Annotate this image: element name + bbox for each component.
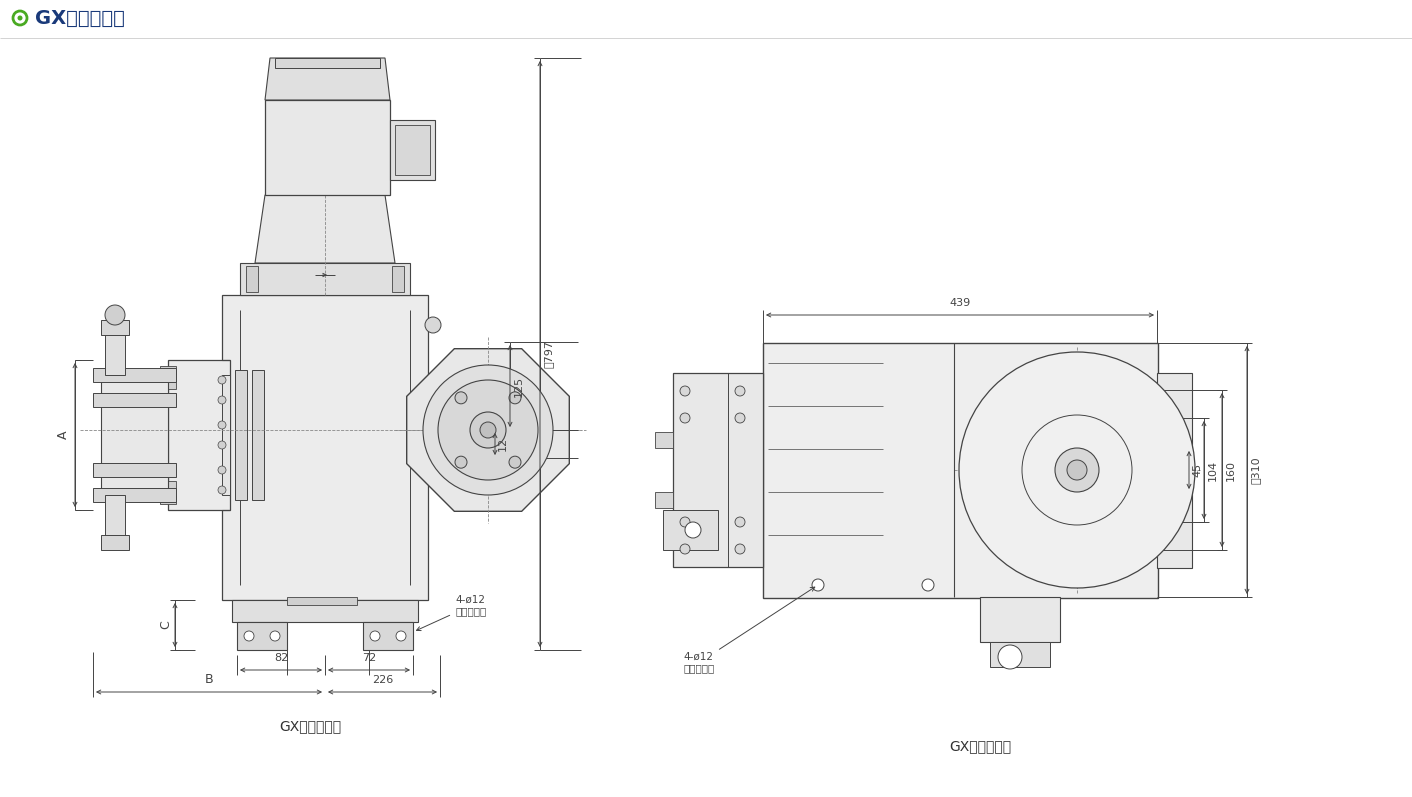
Circle shape bbox=[217, 421, 226, 429]
Circle shape bbox=[244, 631, 254, 641]
Circle shape bbox=[480, 422, 496, 438]
Text: 45: 45 bbox=[1192, 463, 1202, 477]
Circle shape bbox=[508, 456, 521, 468]
Bar bbox=[168, 360, 230, 510]
Text: 104: 104 bbox=[1209, 459, 1219, 481]
Circle shape bbox=[736, 413, 746, 423]
Bar bbox=[674, 373, 762, 567]
Text: 12: 12 bbox=[498, 437, 508, 451]
Text: 糾310: 糾310 bbox=[1251, 456, 1261, 484]
Bar bbox=[102, 375, 168, 495]
Bar bbox=[395, 125, 431, 175]
Circle shape bbox=[455, 392, 467, 404]
Circle shape bbox=[217, 376, 226, 384]
Polygon shape bbox=[265, 58, 390, 100]
Bar bbox=[232, 600, 418, 622]
Circle shape bbox=[736, 544, 746, 554]
Circle shape bbox=[685, 522, 700, 538]
Bar bbox=[222, 295, 428, 600]
Bar bbox=[102, 320, 128, 335]
Bar bbox=[102, 535, 128, 550]
Polygon shape bbox=[407, 349, 569, 512]
Text: C: C bbox=[160, 621, 172, 630]
Circle shape bbox=[425, 317, 441, 333]
Text: 226: 226 bbox=[371, 675, 393, 685]
Circle shape bbox=[17, 15, 23, 21]
Bar bbox=[104, 330, 126, 375]
Circle shape bbox=[736, 386, 746, 396]
Bar bbox=[93, 393, 176, 407]
Circle shape bbox=[681, 386, 690, 396]
Bar bbox=[980, 597, 1060, 642]
Bar bbox=[251, 370, 264, 500]
Circle shape bbox=[736, 517, 746, 527]
Bar bbox=[275, 58, 380, 68]
Text: B: B bbox=[205, 673, 213, 686]
Bar bbox=[265, 100, 390, 195]
Circle shape bbox=[270, 631, 280, 641]
Bar bbox=[160, 496, 176, 504]
Bar bbox=[222, 375, 230, 495]
Text: A: A bbox=[56, 430, 71, 439]
Text: 72: 72 bbox=[361, 653, 376, 663]
Bar bbox=[93, 463, 176, 477]
Circle shape bbox=[470, 412, 505, 448]
Circle shape bbox=[681, 544, 690, 554]
Circle shape bbox=[217, 441, 226, 449]
Circle shape bbox=[681, 413, 690, 423]
Bar bbox=[160, 481, 176, 489]
Circle shape bbox=[455, 456, 467, 468]
Circle shape bbox=[1055, 448, 1099, 492]
Polygon shape bbox=[256, 195, 395, 263]
Text: 160: 160 bbox=[1226, 460, 1236, 481]
Bar bbox=[104, 495, 126, 540]
Circle shape bbox=[370, 631, 380, 641]
Circle shape bbox=[217, 486, 226, 494]
Bar bbox=[246, 266, 258, 292]
Circle shape bbox=[438, 380, 538, 480]
Circle shape bbox=[104, 305, 126, 325]
Circle shape bbox=[1067, 460, 1087, 480]
Circle shape bbox=[217, 396, 226, 404]
Circle shape bbox=[922, 579, 933, 591]
Bar bbox=[363, 622, 412, 650]
Bar bbox=[93, 488, 176, 502]
Bar bbox=[160, 366, 176, 374]
Text: 439: 439 bbox=[949, 298, 970, 308]
Text: 82: 82 bbox=[274, 653, 288, 663]
Bar bbox=[160, 381, 176, 389]
Circle shape bbox=[959, 352, 1195, 588]
Polygon shape bbox=[664, 510, 717, 550]
Bar bbox=[93, 368, 176, 382]
Text: 125: 125 bbox=[514, 375, 524, 397]
Text: GX系列側視圖: GX系列側視圖 bbox=[280, 719, 342, 733]
Bar bbox=[762, 343, 1158, 598]
Bar bbox=[234, 370, 247, 500]
Circle shape bbox=[681, 517, 690, 527]
Circle shape bbox=[395, 631, 407, 641]
Text: GX系列俯視圖: GX系列俯視圖 bbox=[949, 739, 1011, 753]
Bar bbox=[655, 432, 674, 448]
Circle shape bbox=[812, 579, 825, 591]
Bar bbox=[655, 492, 674, 508]
Circle shape bbox=[217, 466, 226, 474]
Bar bbox=[393, 266, 404, 292]
Bar bbox=[990, 642, 1051, 667]
Text: 4-ø12
地腳螺栓孔: 4-ø12 地腳螺栓孔 bbox=[683, 587, 815, 673]
Bar bbox=[287, 597, 357, 605]
Circle shape bbox=[508, 392, 521, 404]
Circle shape bbox=[998, 645, 1022, 669]
Bar bbox=[1156, 373, 1192, 568]
Bar bbox=[237, 622, 287, 650]
Bar bbox=[240, 263, 409, 295]
Text: 糾797: 糾797 bbox=[544, 340, 554, 368]
Bar bbox=[390, 120, 435, 180]
Text: 4-ø12
地腳螺栓孔: 4-ø12 地腳螺栓孔 bbox=[417, 595, 486, 630]
Text: GX系列尺寸圖: GX系列尺寸圖 bbox=[35, 9, 124, 28]
Circle shape bbox=[424, 365, 554, 495]
